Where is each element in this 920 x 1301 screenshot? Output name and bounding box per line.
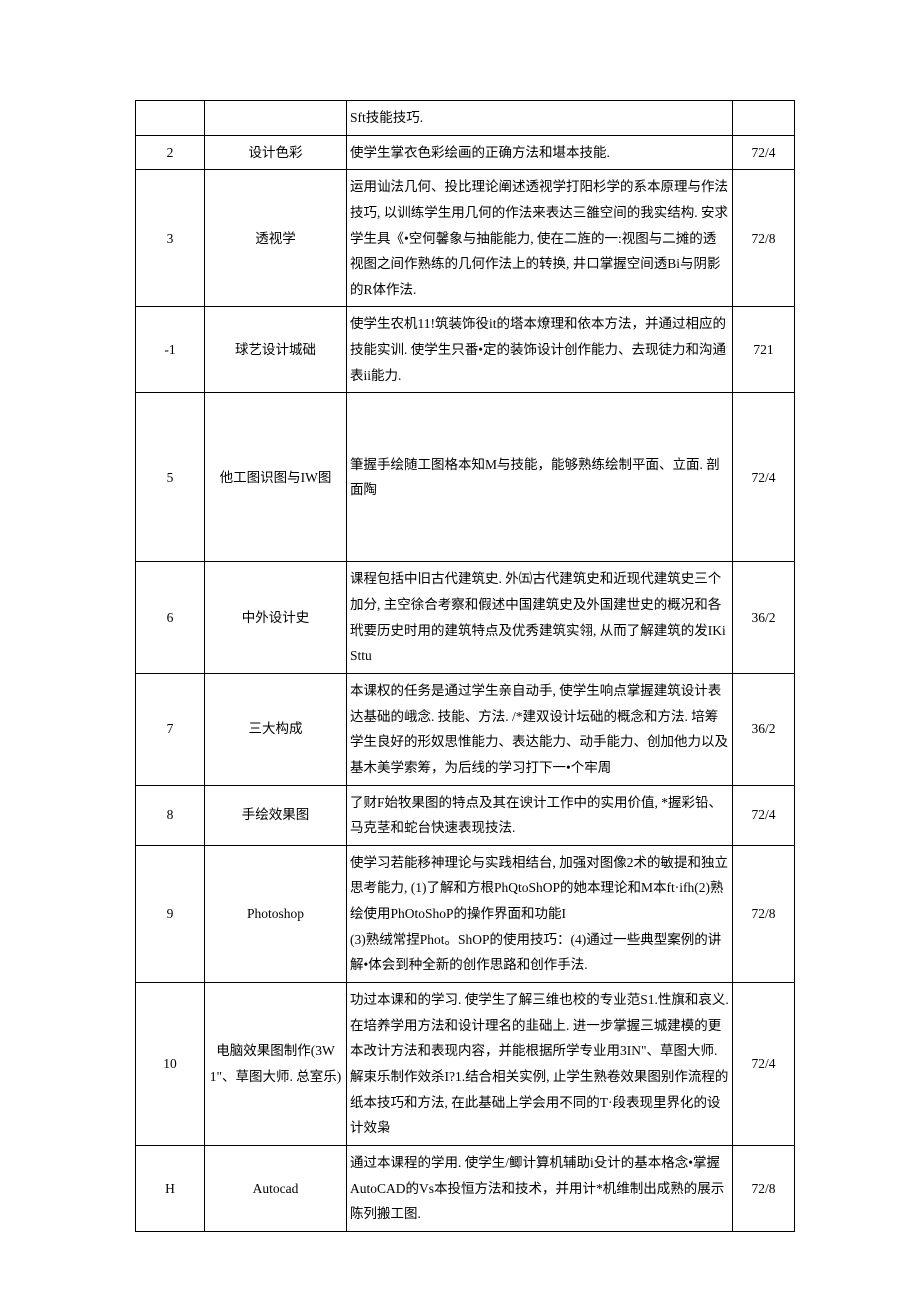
table-row: 10电脑效果图制作(3W1"、草图大师. 总室乐)功过本课和的学习. 使学生了解… — [136, 983, 795, 1146]
cell-name: 球艺设计城础 — [205, 307, 347, 393]
cell-name: 他工图识图与IW图 — [205, 393, 347, 562]
table-row: -1球艺设计城础使学生农机11!筑装饰役it的塔本燎理和依本方法，并通过相应的技… — [136, 307, 795, 393]
table-row: 2设计色彩使学生掌衣色彩绘画的正确方法和堪本技能.72/4 — [136, 135, 795, 170]
table-row: 9Photoshop使学习若能移神理论与实践相结台, 加强对图像2术的敏提和独立… — [136, 845, 795, 982]
table-row: HAutocad通过本课程的学用. 使学生/鲫计算机辅助i殳计的基本格念•掌握A… — [136, 1145, 795, 1231]
cell-desc: 功过本课和的学习. 使学生了解三维也校的专业范S1.性旗和哀义. 在培养学用方法… — [347, 983, 733, 1146]
table-row: 5他工图识图与IW图筆握手绘随工图格本知M与技能，能够熟练绘制平面、立面. 剖面… — [136, 393, 795, 562]
cell-id: 2 — [136, 135, 205, 170]
table-row: 3透视学运用讪法几何、投比理论阐述透视学打阳杉学的系本原理与作法技巧, 以训练学… — [136, 170, 795, 307]
cell-name: 透视学 — [205, 170, 347, 307]
cell-hours: 721 — [733, 307, 795, 393]
cell-id: 6 — [136, 562, 205, 674]
cell-desc: 运用讪法几何、投比理论阐述透视学打阳杉学的系本原理与作法技巧, 以训练学生用几何… — [347, 170, 733, 307]
cell-hours: 72/4 — [733, 785, 795, 845]
cell-id: 9 — [136, 845, 205, 982]
cell-name: 电脑效果图制作(3W1"、草图大师. 总室乐) — [205, 983, 347, 1146]
cell-hours: 72/4 — [733, 983, 795, 1146]
cell-desc: Sft技能技巧. — [347, 101, 733, 136]
cell-id: H — [136, 1145, 205, 1231]
cell-id: 5 — [136, 393, 205, 562]
cell-desc: 课程包括中旧古代建筑史. 外㈤古代建筑史和近现代建筑史三个加分, 主空徐合考察和… — [347, 562, 733, 674]
cell-desc: 筆握手绘随工图格本知M与技能，能够熟练绘制平面、立面. 剖面陶 — [347, 393, 733, 562]
cell-desc: 通过本课程的学用. 使学生/鲫计算机辅助i殳计的基本格念•掌握AutoCAD的V… — [347, 1145, 733, 1231]
cell-name: Photoshop — [205, 845, 347, 982]
cell-id: -1 — [136, 307, 205, 393]
cell-hours: 72/4 — [733, 135, 795, 170]
cell-name: 三大构成 — [205, 673, 347, 785]
table-row: Sft技能技巧. — [136, 101, 795, 136]
table-row: 8手绘效果图了财F始牧果图的特点及其在谀计工作中的实用价值, *握彩铅、马克茎和… — [136, 785, 795, 845]
cell-hours — [733, 101, 795, 136]
cell-desc: 使学习若能移神理论与实践相结台, 加强对图像2术的敏提和独立思考能力, (1)了… — [347, 845, 733, 982]
cell-name — [205, 101, 347, 136]
cell-hours: 72/8 — [733, 845, 795, 982]
cell-desc: 本课权的任务是通过学生亲自动手, 使学生响点掌握建筑设计表达基础的峨念. 技能、… — [347, 673, 733, 785]
cell-name: 中外设计史 — [205, 562, 347, 674]
course-table: Sft技能技巧.2设计色彩使学生掌衣色彩绘画的正确方法和堪本技能.72/43透视… — [135, 100, 795, 1232]
cell-id: 3 — [136, 170, 205, 307]
cell-name: Autocad — [205, 1145, 347, 1231]
table-row: 6中外设计史课程包括中旧古代建筑史. 外㈤古代建筑史和近现代建筑史三个加分, 主… — [136, 562, 795, 674]
cell-desc: 使学生掌衣色彩绘画的正确方法和堪本技能. — [347, 135, 733, 170]
cell-id — [136, 101, 205, 136]
cell-name: 手绘效果图 — [205, 785, 347, 845]
cell-id: 8 — [136, 785, 205, 845]
cell-hours: 72/8 — [733, 1145, 795, 1231]
table-body: Sft技能技巧.2设计色彩使学生掌衣色彩绘画的正确方法和堪本技能.72/43透视… — [136, 101, 795, 1232]
cell-desc: 了财F始牧果图的特点及其在谀计工作中的实用价值, *握彩铅、马克茎和蛇台快速表现… — [347, 785, 733, 845]
cell-hours: 36/2 — [733, 673, 795, 785]
cell-id: 10 — [136, 983, 205, 1146]
table-row: 7三大构成本课权的任务是通过学生亲自动手, 使学生响点掌握建筑设计表达基础的峨念… — [136, 673, 795, 785]
cell-desc: 使学生农机11!筑装饰役it的塔本燎理和依本方法，并通过相应的技能实训. 使学生… — [347, 307, 733, 393]
cell-name: 设计色彩 — [205, 135, 347, 170]
cell-hours: 72/8 — [733, 170, 795, 307]
cell-id: 7 — [136, 673, 205, 785]
cell-hours: 36/2 — [733, 562, 795, 674]
cell-hours: 72/4 — [733, 393, 795, 562]
